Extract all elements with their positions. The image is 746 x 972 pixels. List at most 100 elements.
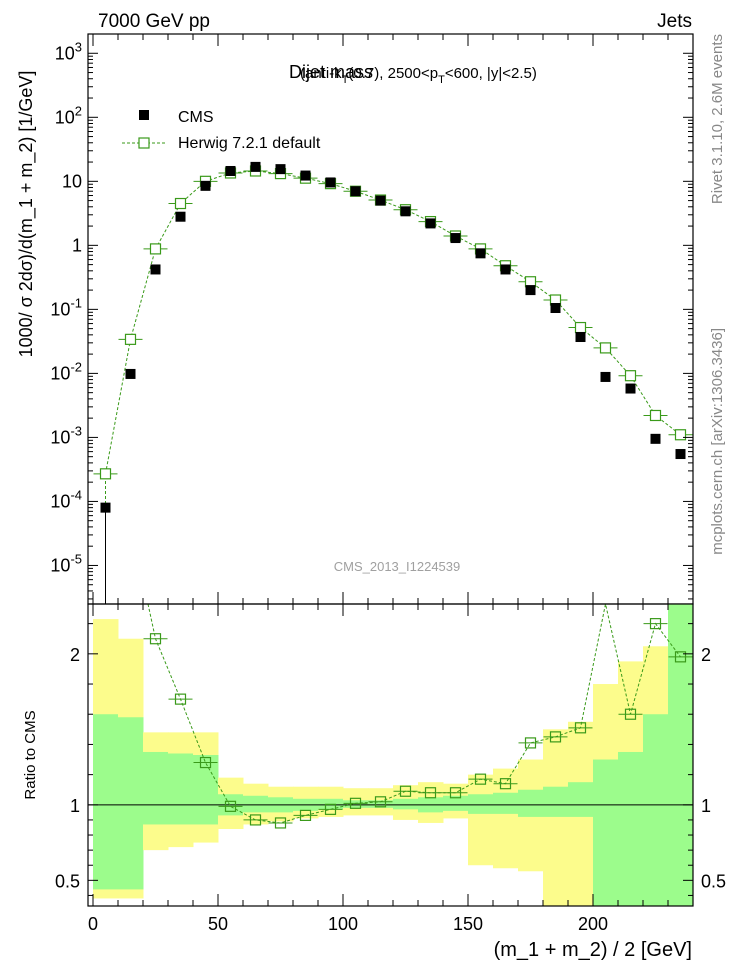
cms-point (125, 368, 136, 379)
herwig-point (624, 370, 637, 382)
legend-herwig-marker (138, 137, 150, 149)
ratio-herwig-point (499, 778, 512, 790)
ratio-herwig-point (324, 803, 337, 815)
ratio-band-inner (518, 789, 544, 817)
main-y-axis-label: 1000/ σ 2dσ)/d(m_1 + m_2) [1/GeV] (16, 71, 37, 358)
ratio-herwig-point (349, 797, 362, 809)
x-tick-label: 100 (328, 914, 358, 934)
ratio-herwig-point (574, 722, 587, 734)
plot-title: Dijet mass (289, 62, 373, 82)
cms-point (600, 371, 611, 382)
cms-point (675, 449, 686, 460)
x-tick-label: 150 (453, 914, 483, 934)
cms-point (400, 206, 411, 217)
ratio-herwig-point (649, 618, 662, 630)
ratio-herwig-point (174, 693, 187, 705)
herwig-point (124, 333, 137, 345)
ratio-y-tick-label-right: 1 (701, 796, 711, 816)
cms-point (200, 180, 211, 191)
plot-subtitle: (anti-kT(0.7), 2500<pT<600, |y|<2.5) (300, 65, 537, 86)
herwig-point (174, 197, 187, 210)
ratio-herwig-point (224, 800, 237, 812)
ratio-band-inner (118, 717, 144, 890)
herwig-point (574, 321, 587, 334)
y-tick-label: 10-2 (50, 359, 82, 383)
ratio-band-outer (543, 729, 569, 906)
cms-point (575, 332, 586, 343)
herwig-point (674, 429, 687, 441)
header-left: 7000 GeV pp (98, 11, 210, 32)
ratio-herwig-point (149, 633, 162, 645)
cms-point (250, 161, 261, 172)
ratio-band-inner (668, 604, 694, 906)
cms-point (625, 383, 636, 394)
ratio-herwig-point (474, 773, 487, 785)
ratio-herwig-point (449, 787, 462, 799)
ratio-band-inner (143, 751, 169, 825)
rivet-label: Rivet 3.1.10, 2.6M events (709, 34, 726, 204)
ratio-y-tick-label-right: 0.5 (701, 871, 726, 891)
ratio-herwig-point (674, 651, 687, 663)
ratio-band-inner (468, 794, 494, 814)
cms-point (375, 195, 386, 206)
ratio-band-inner (618, 751, 644, 906)
ratio-band-inner (543, 786, 569, 817)
ratio-y-tick-label: 0.5 (55, 871, 80, 891)
cms-point (450, 233, 461, 244)
ratio-band-inner (168, 753, 194, 825)
cms-point (225, 165, 236, 176)
herwig-point (649, 409, 662, 422)
ratio-y-tick-label: 1 (70, 796, 80, 816)
main-plot-panel: 10-5 10-4 10-3 10-2 10-1 1 10 102 103 Dijet mass… (16, 33, 694, 605)
cms-point (325, 177, 336, 188)
ratio-band-inner (493, 792, 519, 814)
ratio-herwig-point (624, 708, 637, 720)
herwig-line (105, 170, 681, 604)
cms-point (175, 211, 186, 222)
ratio-band-outer (468, 774, 494, 866)
ratio-y-tick-label-right: 2 (701, 645, 711, 665)
ratio-band-inner (593, 759, 619, 906)
ratio-band-inner (443, 795, 469, 811)
ratio-herwig-point (424, 787, 437, 799)
cms-point (350, 186, 361, 197)
cms-point (650, 433, 661, 444)
watermark: CMS_2013_I1224539 (334, 559, 461, 574)
cms-point (275, 164, 286, 175)
ratio-plot-panel: 0.5 0.5 1 1 2 2 0 50 100 150 200 Ratio to CMS (22, 603, 726, 934)
y-tick-label: 10-1 (50, 295, 82, 319)
ratio-herwig-point (374, 796, 387, 808)
y-tick-label: 10-4 (50, 487, 82, 511)
herwig-point (99, 468, 112, 480)
ratio-y-axis-label: Ratio to CMS (22, 710, 39, 799)
legend: CMS Herwig 7.2.1 default (122, 109, 321, 152)
x-tick-label: 50 (208, 914, 228, 934)
cms-point (150, 264, 161, 275)
legend-herwig-label: Herwig 7.2.1 default (178, 135, 321, 152)
ratio-band-inner (93, 714, 119, 890)
ratio-herwig-point (524, 737, 537, 749)
x-tick-label: 200 (578, 914, 608, 934)
legend-cms-marker (139, 110, 149, 120)
cms-point (300, 170, 311, 181)
y-tick-label: 102 (55, 103, 82, 127)
ratio-herwig-point (199, 756, 212, 769)
ratio-herwig-point (249, 814, 262, 826)
y-tick-label: 1 (72, 235, 82, 255)
y-tick-label: 10-3 (50, 423, 82, 447)
ratio-herwig-point (299, 809, 312, 822)
cms-point (425, 218, 436, 229)
herwig-point (599, 342, 612, 354)
ratio-band-inner (393, 798, 419, 810)
cms-point (100, 502, 111, 513)
x-tick-label: 0 (88, 914, 98, 934)
ratio-band-inner (643, 714, 669, 906)
herwig-point (149, 243, 162, 255)
ratio-band-inner (343, 800, 369, 808)
ratio-herwig-point (549, 731, 562, 743)
legend-cms-label: CMS (178, 109, 214, 126)
y-tick-label: 103 (55, 39, 82, 63)
cms-point (525, 285, 536, 296)
ratio-plot-frame (87, 603, 694, 907)
